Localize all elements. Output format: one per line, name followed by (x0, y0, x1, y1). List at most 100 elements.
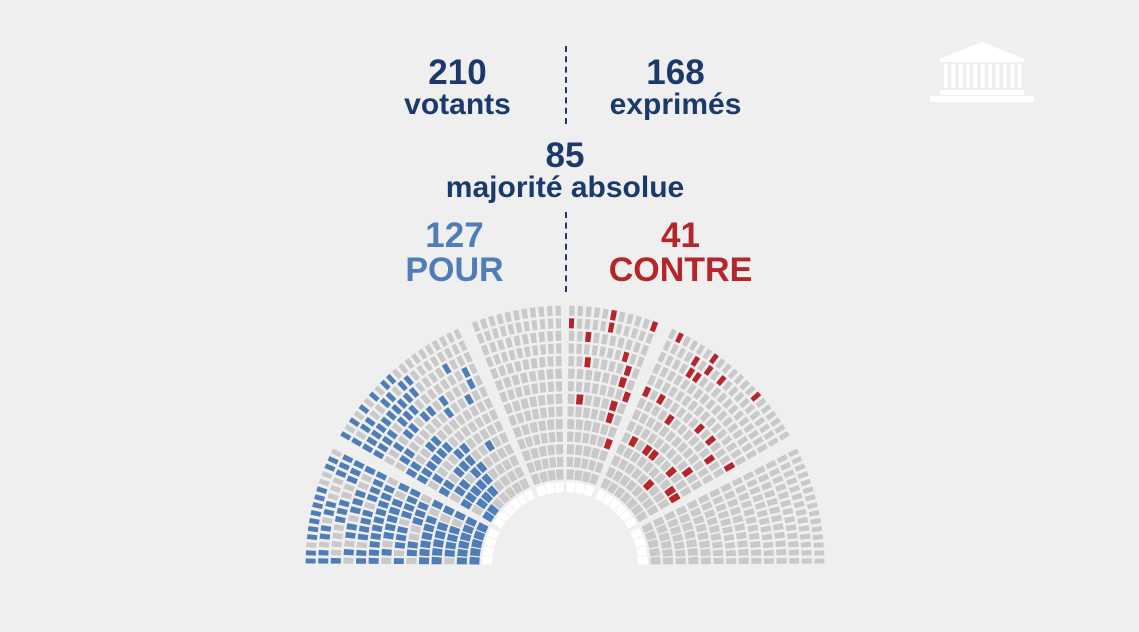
seat (506, 388, 516, 401)
seat (498, 432, 509, 444)
seat (607, 322, 615, 333)
seat (599, 423, 610, 436)
seat (763, 430, 775, 440)
seat (625, 479, 638, 492)
seat (331, 549, 342, 556)
seat (346, 523, 358, 531)
contre-stat: 41 CONTRE (598, 218, 763, 287)
seat (574, 470, 583, 481)
seat (396, 398, 408, 409)
seat (538, 331, 545, 343)
seat (761, 533, 773, 541)
seat (539, 319, 546, 330)
seat (615, 443, 627, 456)
seat (678, 513, 691, 524)
seat (393, 558, 404, 564)
seat (471, 389, 481, 402)
seat (716, 375, 727, 386)
seat (660, 540, 672, 549)
seat (772, 523, 784, 531)
seat (520, 423, 531, 436)
seat (791, 492, 803, 501)
seat (666, 370, 676, 382)
seat (662, 397, 673, 410)
seat (406, 549, 418, 557)
seat (636, 397, 647, 410)
seat (754, 501, 766, 510)
seat (540, 344, 547, 355)
seat (415, 381, 426, 393)
seat (644, 530, 657, 541)
seat (589, 473, 600, 486)
seat (801, 549, 812, 556)
seat (787, 532, 798, 540)
seat (506, 470, 518, 483)
seat (740, 500, 753, 509)
seat (438, 395, 449, 407)
seat (593, 332, 600, 344)
seat (547, 470, 556, 481)
seat (447, 472, 460, 484)
seat (491, 435, 502, 448)
seat (507, 323, 515, 335)
seat (464, 454, 476, 467)
seat (548, 457, 557, 468)
seat (329, 484, 341, 493)
seat (331, 448, 343, 458)
seat (763, 558, 774, 564)
seat (593, 307, 601, 318)
seat (374, 403, 386, 415)
seat (775, 540, 786, 548)
seat (687, 453, 700, 465)
seat (375, 508, 387, 517)
seat (662, 548, 673, 557)
seat (330, 557, 341, 564)
seat (697, 360, 708, 372)
seat (649, 547, 661, 557)
seat (788, 549, 799, 556)
seat (443, 407, 455, 419)
seat (385, 410, 397, 421)
seat (546, 419, 555, 431)
seat (623, 365, 633, 377)
seat (464, 491, 477, 504)
seat (530, 473, 541, 486)
seat (702, 348, 713, 360)
seat (453, 466, 465, 478)
seat (429, 355, 440, 367)
seat (486, 485, 499, 498)
seat (439, 513, 452, 524)
seat (675, 332, 684, 344)
seat (503, 402, 514, 415)
seat (697, 493, 710, 504)
seat (318, 541, 330, 548)
seat (703, 454, 716, 465)
seat (641, 386, 652, 398)
seat (742, 471, 755, 481)
seat (716, 392, 728, 404)
seat (686, 473, 698, 485)
seat (473, 530, 486, 541)
seat (366, 436, 378, 447)
seat (391, 386, 402, 397)
seat (436, 351, 447, 363)
seat (444, 549, 456, 557)
seat (704, 381, 715, 393)
seat (479, 428, 490, 440)
seat (461, 366, 471, 379)
seat (547, 331, 554, 342)
seat (348, 417, 360, 427)
seat (508, 414, 518, 427)
seat (598, 449, 609, 462)
seat (698, 376, 709, 388)
seat (652, 516, 665, 527)
seat (801, 558, 812, 564)
seat (569, 305, 575, 316)
seat (688, 556, 699, 565)
seat (439, 379, 450, 391)
seat (529, 307, 537, 318)
seat (738, 416, 750, 427)
seat (368, 557, 379, 564)
seat (659, 442, 671, 455)
seat (532, 345, 539, 356)
